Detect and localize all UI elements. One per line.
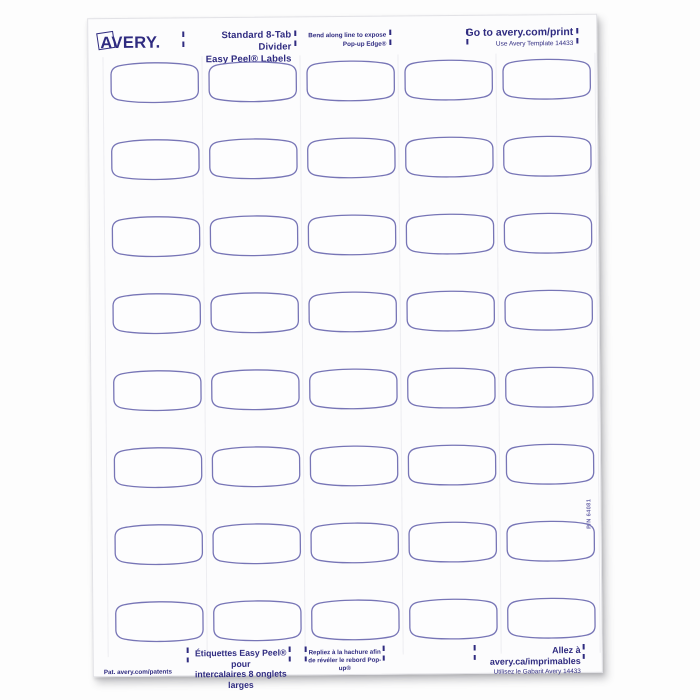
- footer-web-info-fr: Allez à avery.ca/imprimables Utilisez le…: [477, 645, 581, 677]
- header-bend-instruction: Bend along line to expose Pop-up Edge®: [300, 32, 386, 50]
- divider-tab-label: [114, 522, 204, 567]
- divider-tab-label: [405, 212, 495, 257]
- divider-tab-label: [504, 288, 594, 333]
- divider-tab-label: [212, 598, 302, 643]
- divider-tab-label: [504, 365, 594, 410]
- footer-web-url-fr: Allez à avery.ca/imprimables: [489, 644, 581, 667]
- divider-tab-label: [111, 214, 201, 259]
- divider-tab-label: [114, 599, 204, 644]
- dashed-separator: [186, 647, 189, 663]
- divider-tab-label: [110, 137, 200, 182]
- label-sheet: AVERY. Standard 8-Tab Divider Easy Peel®…: [87, 13, 603, 690]
- divider-tab-label: [310, 598, 400, 643]
- divider-tab-label: [306, 59, 396, 104]
- dashed-separator: [288, 646, 291, 662]
- dashed-separator: [582, 643, 585, 659]
- divider-tab-label: [112, 368, 202, 413]
- header-bend-line2: Pop-up Edge®: [342, 40, 387, 48]
- divider-tab-label: [403, 58, 494, 103]
- footer-bend-instruction-fr: Repliez à la hachure afin de révéler le …: [308, 649, 382, 674]
- divider-tab-label: [309, 444, 399, 489]
- dashed-separator: [466, 28, 469, 46]
- divider-tab-label: [408, 597, 498, 642]
- divider-tab-label: [212, 521, 302, 566]
- divider-tab-label: [406, 289, 496, 334]
- footer-template-number-fr: Utilisez le Gabarit Avery 14433: [493, 667, 581, 676]
- divider-tab-label: [404, 135, 494, 180]
- dashed-separator: [304, 646, 307, 662]
- avery-logo-text: AVERY.: [100, 33, 161, 53]
- divider-tab-label: [506, 519, 596, 564]
- die-cut-line: [102, 57, 109, 658]
- divider-tab-label: [505, 442, 595, 487]
- dashed-separator: [389, 29, 392, 47]
- footer-product-fr-line1: Étiquettes Easy Peel® pour: [194, 647, 287, 669]
- divider-tab-label: [501, 57, 592, 102]
- footer-bend-fr-line2: de révéler le rebord Pop-up®: [308, 656, 382, 673]
- divider-tab-label: [307, 213, 397, 258]
- divider-tab-label: [503, 211, 593, 256]
- header-product-line1: Standard 8-Tab Divider: [221, 29, 292, 53]
- avery-logo: AVERY.: [96, 30, 187, 58]
- divider-tab-label: [408, 520, 498, 565]
- divider-tab-label: [506, 596, 596, 641]
- divider-tab-label: [406, 366, 496, 411]
- footer-product-fr-line2: intercalaires 8 onglets larges: [194, 668, 287, 690]
- dashed-separator: [382, 645, 385, 661]
- divider-tab-label: [407, 443, 497, 488]
- dashed-separator: [576, 27, 579, 45]
- dashed-separator: [473, 644, 476, 660]
- divider-tab-label: [208, 136, 298, 181]
- divider-tab-label: [210, 290, 300, 335]
- divider-tab-label: [308, 367, 398, 412]
- divider-tab-label: [211, 444, 301, 489]
- divider-tab-label: [308, 290, 398, 335]
- header-template-number: Use Avery Template 14433: [495, 39, 574, 48]
- footer-product-title-fr: Étiquettes Easy Peel® pour intercalaires…: [191, 647, 291, 690]
- divider-tab-label: [306, 136, 396, 181]
- divider-tab-label: [502, 134, 592, 179]
- header-web-url: Go to avery.com/print: [465, 25, 574, 39]
- header-bend-line1: Bend along line to expose: [308, 31, 387, 40]
- part-number: P/N 64081: [586, 498, 593, 529]
- divider-tab-label: [110, 60, 200, 105]
- divider-tab-label: [208, 59, 298, 104]
- label-grid: [88, 15, 596, 643]
- dashed-separator: [182, 31, 185, 49]
- divider-tab-label: [113, 445, 203, 490]
- dashed-separator: [294, 30, 297, 48]
- divider-tab-label: [209, 213, 299, 258]
- divider-tab-label: [310, 521, 400, 566]
- divider-tab-label: [210, 367, 300, 412]
- divider-tab-label: [112, 291, 202, 336]
- header-web-info: Go to avery.com/print Use Avery Template…: [418, 26, 573, 49]
